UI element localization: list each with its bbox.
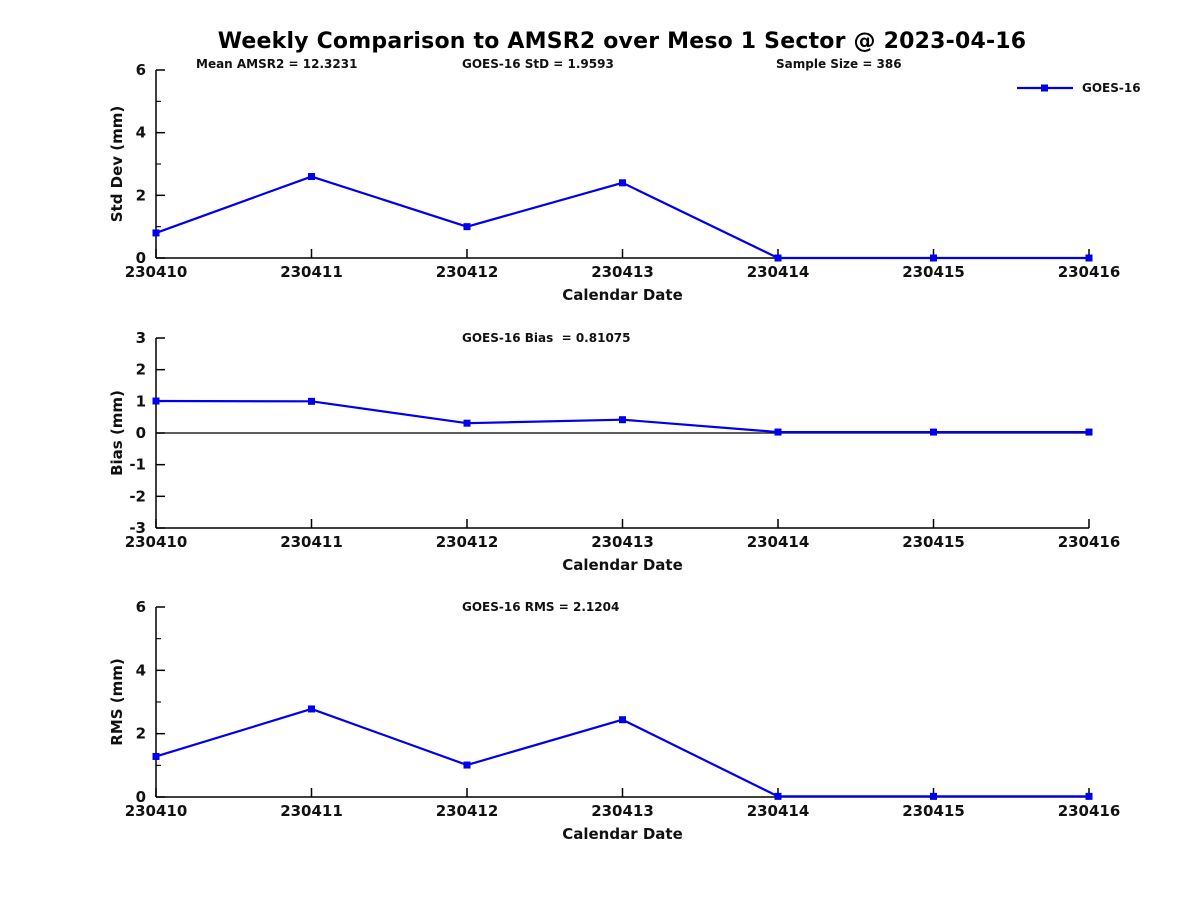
data-point-marker	[774, 792, 782, 800]
y-axis-label: Std Dev (mm)	[108, 106, 126, 223]
x-tick-label: 230412	[436, 533, 499, 551]
data-point-marker	[463, 761, 471, 769]
y-tick-label: -2	[129, 487, 146, 505]
annotation-sample-size: Sample Size = 386	[776, 57, 902, 71]
data-point-marker	[308, 397, 315, 405]
y-tick-label: 3	[136, 329, 146, 347]
x-tick-label: 230412	[436, 802, 499, 820]
x-tick-label: 230413	[591, 802, 654, 820]
data-point-marker	[308, 173, 315, 181]
x-tick-label: 230413	[591, 263, 654, 281]
data-point-marker	[930, 792, 937, 800]
data-point-marker	[619, 179, 626, 187]
data-point-marker	[1085, 428, 1093, 436]
y-axis-label: RMS (mm)	[108, 658, 126, 745]
subplot-2: 0 2 4 6 230410 230411 230412 230413 230414 230415…	[108, 598, 1120, 843]
legend-line-marker-icon	[1017, 84, 1073, 92]
y-tick-label: -3	[129, 519, 146, 537]
y-tick-label: 0	[136, 249, 146, 267]
x-tick-label: 230416	[1058, 533, 1121, 551]
data-point-marker	[1085, 792, 1093, 800]
y-tick-label: 0	[136, 424, 146, 442]
x-tick-label: 230412	[436, 263, 499, 281]
figure-title: Weekly Comparison to AMSR2 over Meso 1 S…	[217, 29, 1027, 54]
y-tick-label: 2	[136, 186, 146, 204]
x-tick-label: 230415	[902, 802, 965, 820]
y-tick-label: 2	[136, 361, 146, 379]
subplot-1: -3 -2 -1 0 1 2 3 230410 230411 230412 230413 230414…	[108, 329, 1120, 574]
x-tick-label: 230410	[125, 802, 188, 820]
y-tick-label: 6	[136, 598, 146, 616]
annotation-goes16-rms: GOES-16 RMS = 2.1204	[462, 600, 620, 614]
x-tick-label: 230414	[747, 263, 810, 281]
y-tick-label: 6	[136, 61, 146, 79]
data-point-marker	[930, 254, 937, 262]
y-tick-label: 4	[136, 124, 146, 142]
x-axis-label: Calendar Date	[562, 825, 683, 843]
x-tick-label: 230411	[280, 533, 343, 551]
y-tick-label: 2	[136, 725, 146, 743]
y-tick-label: 4	[136, 661, 146, 679]
series-line-goes-16	[155, 175, 1089, 260]
x-tick-label: 230414	[747, 802, 810, 820]
x-tick-label: 230415	[902, 263, 965, 281]
annotation-mean-amsr2: Mean AMSR2 = 12.3231	[196, 57, 358, 71]
x-tick-label: 230416	[1058, 263, 1121, 281]
x-tick-label: 230411	[280, 263, 343, 281]
data-point-marker	[463, 223, 471, 231]
data-point-marker	[1085, 254, 1093, 262]
y-axis-label: Bias (mm)	[108, 390, 126, 476]
x-tick-label: 230414	[747, 533, 810, 551]
legend-label: GOES-16	[1082, 81, 1141, 95]
x-tick-label: 230413	[591, 533, 654, 551]
x-tick-label: 230416	[1058, 802, 1121, 820]
data-point-marker	[774, 428, 782, 436]
x-tick-label: 230410	[125, 263, 188, 281]
data-point-marker	[152, 229, 160, 237]
data-point-marker	[152, 752, 160, 760]
subplot-0: 0 2 4 6 230410 230411 230412 230413 230414 230415…	[108, 61, 1120, 304]
data-point-marker	[308, 705, 315, 713]
legend: GOES-16	[1016, 81, 1141, 95]
annotation-goes16-bias: GOES-16 Bias = 0.81075	[462, 331, 631, 345]
x-tick-label: 230411	[280, 802, 343, 820]
data-point-marker	[930, 428, 937, 436]
x-tick-label: 230410	[125, 533, 188, 551]
annotation-goes16-std: GOES-16 StD = 1.9593	[462, 57, 614, 71]
x-axis-label: Calendar Date	[562, 556, 683, 574]
y-tick-label: 1	[136, 392, 146, 410]
data-point-marker	[152, 397, 160, 405]
data-point-marker	[774, 254, 782, 262]
data-point-marker	[463, 419, 471, 427]
x-axis-label: Calendar Date	[562, 286, 683, 304]
data-point-marker	[619, 716, 626, 724]
y-tick-label: 0	[136, 788, 146, 806]
y-tick-label: -1	[129, 456, 146, 474]
data-point-marker	[619, 416, 626, 424]
x-tick-label: 230415	[902, 533, 965, 551]
